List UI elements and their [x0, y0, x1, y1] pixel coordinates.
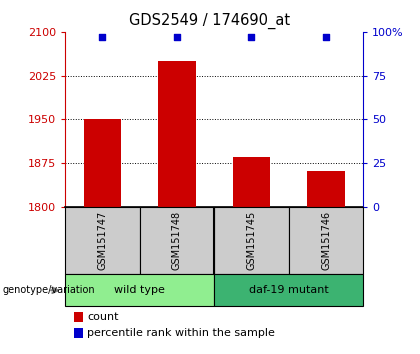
Point [99, 34, 106, 40]
Text: count: count [87, 312, 118, 322]
Bar [233, 158, 270, 207]
Bar [289, 207, 363, 274]
Bar [214, 274, 363, 306]
Bar [139, 207, 214, 274]
Bar [84, 120, 121, 207]
Bar [65, 207, 139, 274]
Text: GSM151746: GSM151746 [321, 211, 331, 270]
Text: GDS2549 / 174690_at: GDS2549 / 174690_at [129, 12, 291, 29]
Text: GSM151745: GSM151745 [247, 211, 257, 270]
Text: daf-19 mutant: daf-19 mutant [249, 285, 328, 295]
Bar [214, 207, 289, 274]
Text: percentile rank within the sample: percentile rank within the sample [87, 328, 275, 338]
Point [173, 34, 180, 40]
Text: GSM151748: GSM151748 [172, 211, 182, 270]
Text: GSM151747: GSM151747 [97, 211, 108, 270]
Text: wild type: wild type [114, 285, 165, 295]
Text: genotype/variation: genotype/variation [2, 285, 95, 295]
Bar [307, 171, 345, 207]
Point [248, 34, 255, 40]
Point [323, 34, 329, 40]
Bar [65, 274, 214, 306]
Bar [158, 61, 196, 207]
